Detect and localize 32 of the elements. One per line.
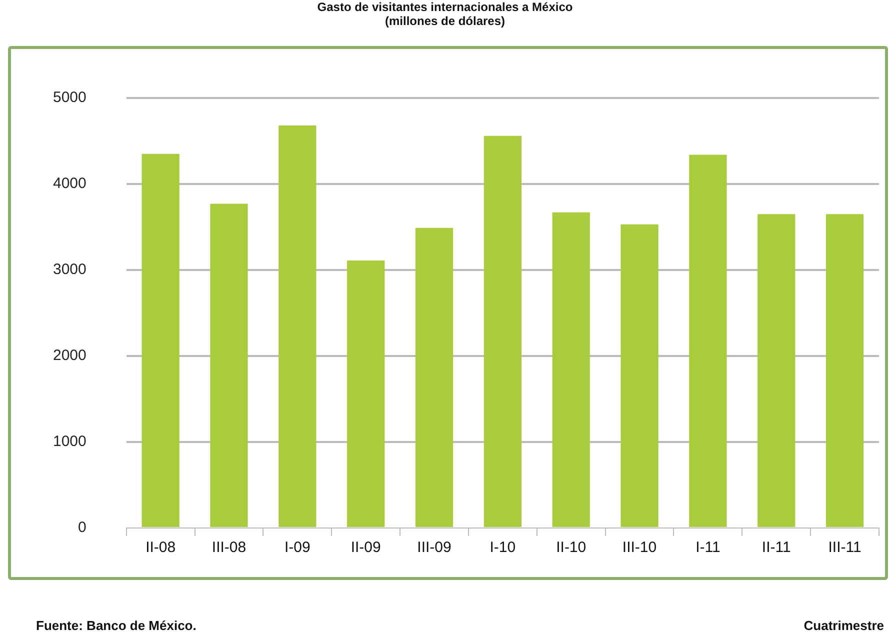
- source-note: Fuente: Banco de México.: [36, 618, 196, 633]
- y-tick-label: 2000: [52, 347, 86, 364]
- y-tick-label: 4000: [52, 175, 86, 192]
- bar: [210, 204, 248, 527]
- y-tick-label: 3000: [52, 261, 86, 278]
- chart-subtitle: (millones de dólares): [384, 14, 506, 28]
- x-tick-label: II-11: [762, 539, 791, 556]
- y-tick-label: 5000: [52, 89, 86, 106]
- bar: [826, 214, 864, 527]
- x-tick-label: III-08: [212, 539, 246, 556]
- x-tick-label: I-10: [490, 539, 516, 556]
- x-tick-label: II-10: [556, 539, 586, 556]
- x-tick-label: I-11: [696, 539, 720, 556]
- bar: [758, 214, 796, 527]
- x-tick-label: I-09: [284, 539, 310, 556]
- x-tick-label: III-11: [828, 539, 862, 556]
- bar: [620, 224, 658, 527]
- y-tick-label: 0: [78, 519, 86, 536]
- bar: [689, 154, 727, 527]
- chart-title: Gasto de visitantes internacionales a México: [316, 0, 574, 14]
- text: Cuatrimestre: [804, 618, 884, 633]
- x-tick-label: II-09: [350, 539, 381, 556]
- bar: [552, 212, 590, 527]
- bar: [347, 260, 385, 527]
- bar: [415, 228, 454, 527]
- bar: [484, 136, 522, 527]
- x-tick-label: II-08: [146, 539, 176, 556]
- bar: [142, 154, 180, 527]
- y-tick-label: 1000: [52, 433, 86, 450]
- x-tick-label: III-09: [417, 539, 452, 556]
- bar: [278, 126, 316, 527]
- x-tick-label: III-10: [622, 539, 657, 556]
